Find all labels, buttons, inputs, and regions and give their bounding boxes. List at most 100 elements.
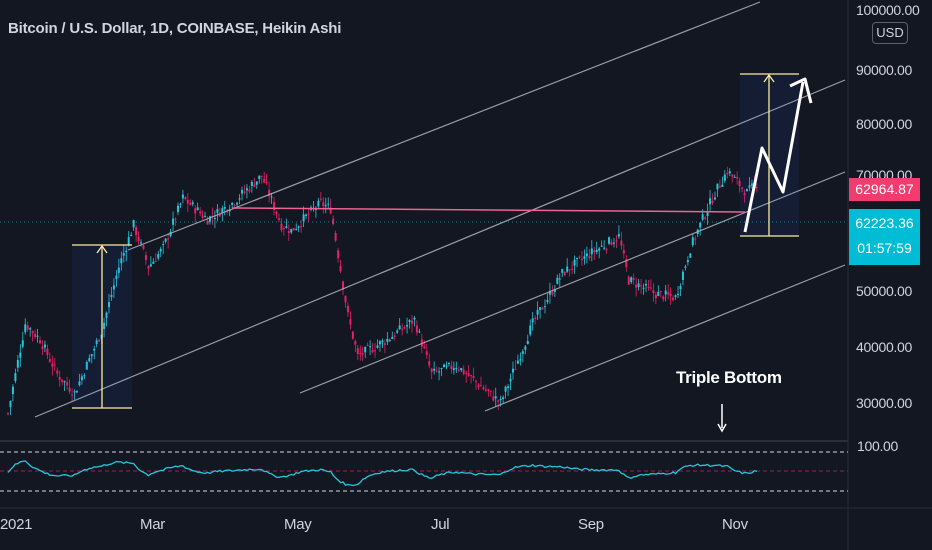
candle-body (494, 396, 497, 399)
candle-body (509, 378, 512, 382)
resistance-line[interactable] (231, 207, 746, 213)
candle-body (425, 351, 428, 355)
candle-body (334, 233, 337, 241)
channel-line-lower (484, 264, 846, 412)
candle-body (408, 320, 411, 322)
candle-body (332, 218, 335, 225)
candle-body (238, 198, 241, 200)
candle-body (566, 266, 569, 272)
price-badge-last: 62223.36 01:57:59 (849, 209, 920, 265)
candle-body (398, 325, 401, 330)
candle-body (583, 256, 586, 259)
candle-body (273, 202, 276, 210)
projection-arrow[interactable] (743, 77, 813, 233)
candle-body (659, 290, 662, 292)
candle-body (691, 237, 694, 246)
candle-body (9, 401, 12, 408)
candle-body (29, 328, 32, 330)
candle-body (159, 248, 162, 252)
candle-body (632, 278, 635, 280)
price-label-50000: 50000.00 (856, 283, 912, 299)
candle-body (11, 386, 14, 395)
symbol-legend[interactable]: Bitcoin / U.S. Dollar, 1D, COINBASE, Hei… (8, 20, 342, 37)
price-label-80000: 80000.00 (856, 116, 912, 132)
candle-body (526, 340, 529, 345)
candle-body (295, 228, 298, 230)
candle-body (578, 256, 581, 258)
oscillator-line (7, 460, 758, 487)
time-label-may: May (284, 516, 312, 533)
candle-body (248, 189, 251, 192)
candle-body (746, 189, 749, 192)
candles-group (7, 166, 758, 416)
candle-body (580, 258, 583, 260)
candle-body (383, 343, 386, 345)
candle-body (726, 173, 729, 175)
channel-line-outer (127, 1, 761, 251)
measure-tool-right[interactable] (740, 73, 799, 237)
candle-body (482, 387, 485, 390)
candle-body (206, 220, 209, 225)
candle-body (465, 373, 468, 375)
candle-body (233, 205, 236, 207)
candle-body (499, 399, 502, 401)
last-price-value: 62223.36 (855, 215, 914, 231)
measure-tool-left[interactable] (72, 244, 132, 409)
candle-body (610, 241, 613, 245)
candle-body (443, 364, 446, 368)
candle-body (255, 181, 258, 185)
candle-body (406, 324, 409, 327)
candle-body (260, 175, 263, 177)
candle-body (90, 354, 93, 357)
candle-body (529, 325, 532, 335)
candle-body (359, 353, 362, 355)
candle-body (51, 363, 54, 367)
candle-body (381, 340, 384, 343)
candle-body (615, 240, 618, 242)
candle-body (630, 277, 633, 283)
candle-body (36, 335, 39, 337)
candle-body (711, 200, 714, 204)
candle-body (231, 202, 234, 205)
candle-body (743, 193, 746, 196)
triple-bottom-label[interactable]: Triple Bottom (676, 368, 782, 387)
candle-body (376, 345, 379, 348)
time-label-jul: Jul (431, 516, 450, 533)
candle-body (588, 256, 591, 259)
currency-button[interactable]: USD (872, 22, 908, 44)
candle-body (521, 351, 524, 354)
candle-body (122, 252, 125, 256)
candle-body (741, 187, 744, 189)
candle-body (617, 234, 620, 237)
candle-body (608, 237, 611, 244)
candle-body (374, 350, 377, 352)
candle-body (750, 183, 753, 186)
price-label-90000: 90000.00 (856, 62, 912, 78)
candle-body (415, 325, 418, 333)
candle-body (558, 278, 561, 280)
candle-body (58, 376, 61, 380)
candle-body (366, 344, 369, 346)
candle-body (435, 370, 438, 372)
candle-body (625, 259, 628, 268)
candle-body (287, 231, 290, 233)
candle-body (31, 331, 34, 334)
candle-body (635, 284, 638, 288)
channel-lines[interactable] (34, 1, 846, 418)
candle-body (112, 285, 115, 290)
candle-body (605, 248, 608, 250)
candle-body (120, 258, 123, 264)
candle-body (699, 222, 702, 228)
candle-body (403, 327, 406, 329)
candle-body (391, 336, 394, 340)
candle-body (652, 290, 655, 294)
candle-body (393, 335, 396, 337)
candle-body (585, 253, 588, 257)
candle-body (657, 291, 660, 297)
candle-body (19, 352, 22, 358)
candle-body (329, 207, 332, 214)
candle-body (457, 369, 460, 371)
candle-body (452, 368, 455, 371)
